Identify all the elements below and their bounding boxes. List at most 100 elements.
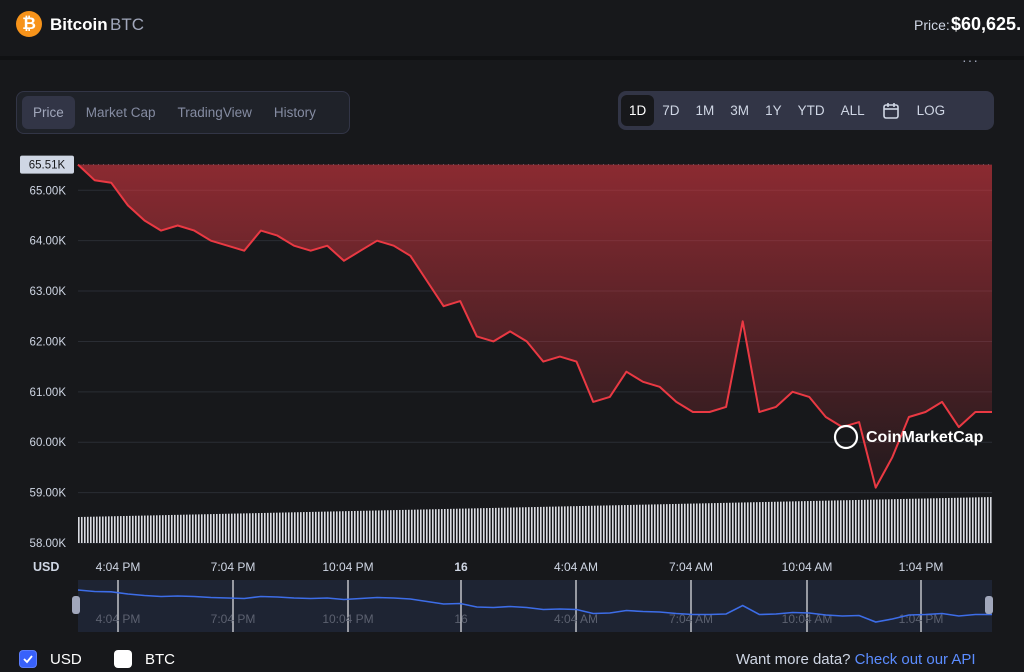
range-ytd-button[interactable]: YTD bbox=[797, 103, 825, 118]
volume-bar bbox=[783, 501, 785, 543]
usd-checkbox[interactable] bbox=[19, 650, 37, 668]
volume-bar bbox=[603, 505, 605, 543]
volume-bar bbox=[936, 498, 938, 543]
volume-bar bbox=[966, 497, 968, 543]
volume-bar bbox=[543, 506, 545, 543]
range-all-button[interactable]: ALL bbox=[840, 103, 865, 118]
volume-bar bbox=[255, 513, 257, 543]
volume-bar bbox=[873, 499, 875, 543]
volume-bar bbox=[852, 500, 854, 543]
volume-bar bbox=[702, 503, 704, 543]
volume-bar bbox=[987, 497, 989, 543]
volume-bar bbox=[402, 509, 404, 543]
volume-bar bbox=[564, 506, 566, 543]
volume-bar bbox=[666, 504, 668, 543]
price-chart[interactable]: 65.00K 64.00K 63.00K 62.00K 61.00K 60.00K 59.0… bbox=[0, 150, 1024, 640]
volume-bar bbox=[303, 512, 305, 543]
btc-checkbox[interactable] bbox=[114, 650, 132, 668]
range-1m-button[interactable]: 1M bbox=[695, 103, 715, 118]
range-7d-button[interactable]: 7D bbox=[662, 103, 680, 118]
volume-bar bbox=[741, 502, 743, 543]
x-tick-label: 16 bbox=[454, 560, 468, 574]
volume-bar bbox=[828, 500, 830, 543]
navigator-left-handle[interactable] bbox=[72, 596, 80, 614]
volume-bar bbox=[789, 501, 791, 543]
log-scale-button[interactable]: LOG bbox=[916, 103, 946, 118]
volume-bar bbox=[588, 505, 590, 543]
volume-bar bbox=[465, 508, 467, 543]
volume-bar bbox=[309, 511, 311, 543]
volume-bar bbox=[384, 510, 386, 543]
volume-bar bbox=[870, 499, 872, 543]
volume-bar bbox=[312, 511, 314, 543]
calendar-icon[interactable] bbox=[873, 95, 909, 126]
volume-bar bbox=[579, 506, 581, 543]
volume-bar bbox=[729, 502, 731, 543]
volume-bar bbox=[135, 515, 137, 543]
volume-bar bbox=[975, 497, 977, 543]
volume-bar bbox=[798, 501, 800, 543]
volume-bar bbox=[879, 499, 881, 543]
volume-bar bbox=[90, 516, 92, 543]
volume-bar bbox=[474, 508, 476, 543]
volume-bar bbox=[258, 513, 260, 543]
volume-bar bbox=[990, 497, 992, 543]
volume-bar bbox=[381, 510, 383, 543]
volume-bar bbox=[324, 511, 326, 543]
volume-bar bbox=[183, 514, 185, 543]
volume-bar bbox=[615, 505, 617, 543]
volume-bar bbox=[141, 515, 143, 543]
volume-bar bbox=[555, 506, 557, 543]
volume-bar bbox=[435, 509, 437, 543]
volume-bar bbox=[717, 503, 719, 543]
volume-bar bbox=[222, 513, 224, 543]
volume-bar bbox=[447, 508, 449, 543]
volume-bar bbox=[600, 505, 602, 543]
volume-bar bbox=[945, 498, 947, 543]
tab-price[interactable]: Price bbox=[22, 96, 75, 129]
more-options-icon[interactable]: ··· bbox=[962, 52, 979, 68]
volume-bar bbox=[669, 504, 671, 543]
volume-bar bbox=[270, 512, 272, 543]
volume-bar bbox=[813, 500, 815, 543]
volume-bar bbox=[171, 514, 173, 543]
api-link[interactable]: Check out our API bbox=[854, 651, 976, 668]
volume-bar bbox=[747, 502, 749, 543]
navigator-tick-label: 4:04 AM bbox=[554, 612, 598, 626]
volume-bar bbox=[882, 499, 884, 543]
more-data-text: Want more data? Check out our API bbox=[736, 651, 976, 668]
volume-bar bbox=[612, 505, 614, 543]
tab-history[interactable]: History bbox=[273, 105, 316, 120]
volume-bar bbox=[366, 510, 368, 543]
navigator-right-handle[interactable] bbox=[985, 596, 993, 614]
range-3m-button[interactable]: 3M bbox=[730, 103, 750, 118]
volume-bar bbox=[699, 503, 701, 543]
volume-bar bbox=[642, 504, 644, 543]
volume-bar bbox=[837, 500, 839, 543]
volume-bar bbox=[441, 509, 443, 543]
tab-market-cap[interactable]: Market Cap bbox=[85, 105, 156, 120]
tab-tradingview[interactable]: TradingView bbox=[177, 105, 252, 120]
volume-bar bbox=[876, 499, 878, 543]
volume-bar bbox=[948, 497, 950, 543]
volume-bar bbox=[906, 498, 908, 543]
volume-bar bbox=[552, 506, 554, 543]
volume-bar bbox=[528, 507, 530, 543]
time-range-selector: 1D 7D 1M 3M 1Y YTD ALL LOG bbox=[618, 91, 994, 130]
volume-bar bbox=[276, 512, 278, 543]
volume-bar bbox=[510, 507, 512, 543]
volume-bar bbox=[408, 509, 410, 543]
volume-bar bbox=[378, 510, 380, 543]
volume-bar bbox=[753, 502, 755, 543]
volume-bar bbox=[147, 515, 149, 543]
range-1d-button[interactable]: 1D bbox=[621, 95, 655, 126]
volume-bar bbox=[537, 506, 539, 543]
volume-bar bbox=[249, 513, 251, 543]
volume-bar bbox=[942, 498, 944, 543]
volume-bar bbox=[954, 497, 956, 543]
range-1y-button[interactable]: 1Y bbox=[765, 103, 782, 118]
volume-bar bbox=[909, 498, 911, 543]
volume-bar bbox=[846, 500, 848, 543]
volume-bar bbox=[282, 512, 284, 543]
volume-bar bbox=[768, 501, 770, 543]
